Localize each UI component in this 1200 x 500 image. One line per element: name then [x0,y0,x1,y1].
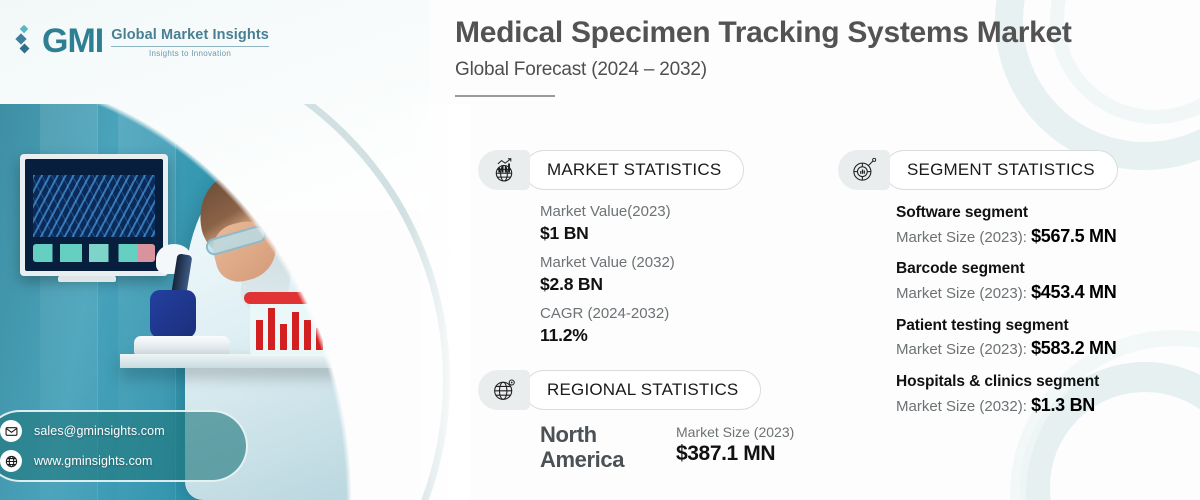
logo-tagline: Insights to Innovation [148,49,232,58]
segment-market-size-label: Market Size (2023): [896,228,1032,246]
segment-item-hospitals-clinics: Hospitals & clinics segment Market Size … [896,371,1118,417]
segment-metric: Market Size (2023): $583.2 MN [896,336,1118,361]
cagr-label: CAGR (2024-2032) [540,304,670,322]
logo-divider [111,46,269,47]
segment-statistics-section: SEGMENT STATISTICS Software segment Mark… [838,150,1118,427]
header: Medical Specimen Tracking Systems Market… [455,16,1095,98]
market-statistics-label: MARKET STATISTICS [524,150,745,190]
segment-metric: Market Size (2032): $1.3 BN [896,393,1118,418]
diamond-cluster-icon [15,24,34,56]
region-metric: Market Size (2023) $387.1 MN [676,423,794,466]
contact-website-row[interactable]: www.gminsights.com [0,450,236,472]
regional-statistics-body: North America Market Size (2023) $387.1 … [540,422,794,472]
regional-statistics-section: REGIONAL STATISTICS North America Market… [478,370,794,472]
globe-pin-icon [478,370,530,410]
segment-statistics-header: SEGMENT STATISTICS [838,150,1118,190]
contact-pill: sales@gminsights.com www.gminsights.com [0,410,248,482]
segment-market-size-label: Market Size (2023): [896,284,1032,302]
globe-bar-chart-icon [478,150,530,190]
contact-website: www.gminsights.com [34,454,153,468]
region-market-size-label: Market Size (2023) [676,424,795,440]
segment-name: Patient testing segment [896,316,1069,334]
gmi-logo[interactable]: GMI Global Market Insights Insights to I… [15,22,269,60]
segment-metric: Market Size (2023): $453.4 MN [896,280,1118,305]
logo-mark: GMI [42,22,104,60]
segment-market-size-label: Market Size (2032): [896,397,1032,415]
region-market-size-value: $387.1 MN [676,442,776,466]
page-title: Medical Specimen Tracking Systems Market [455,16,1072,49]
donut-chart-arrow-icon [838,150,890,190]
segment-market-size-value: $1.3 BN [1031,394,1095,415]
contact-email: sales@gminsights.com [34,424,165,438]
market-value-2032-label: Market Value (2032) [540,253,675,271]
market-statistics-header: MARKET STATISTICS [478,150,745,190]
market-value-2023-label: Market Value(2023) [540,203,671,220]
segment-market-size-label: Market Size (2023): [896,341,1032,359]
segment-item-patient-testing: Patient testing segment Market Size (202… [896,315,1118,361]
market-statistics-body: Market Value(2023) $1 BN Market Value (2… [540,202,744,348]
logo-company-name: Global Market Insights [111,27,269,43]
cagr-value: 11.2% [540,325,588,345]
lab-photo: sales@gminsights.com www.gminsights.com [0,104,470,500]
market-value-2023-value: $1 BN [540,223,589,244]
segment-statistics-body: Software segment Market Size (2023): $56… [896,202,1118,417]
logo-wordmark: Global Market Insights Insights to Innov… [111,24,269,58]
segment-name: Barcode segment [896,260,1025,278]
segment-metric: Market Size (2023): $567.5 MN [896,224,1118,249]
header-divider [455,95,555,98]
market-value-2032-value: $2.8 BN [540,274,603,295]
segment-market-size-value: $567.5 MN [1031,225,1117,246]
segment-statistics-label: SEGMENT STATISTICS [884,150,1118,190]
envelope-icon [0,420,22,442]
segment-name: Hospitals & clinics segment [896,372,1100,390]
contact-email-row[interactable]: sales@gminsights.com [0,420,236,442]
market-statistics-section: MARKET STATISTICS Market Value(2023) $1 … [478,150,745,355]
globe-icon [0,450,22,472]
segment-market-size-value: $453.4 MN [1031,281,1117,302]
segment-market-size-value: $583.2 MN [1031,338,1117,359]
region-name: North America [540,422,625,472]
regional-statistics-header: REGIONAL STATISTICS [478,370,794,410]
regional-statistics-label: REGIONAL STATISTICS [524,370,762,410]
photo-edge-fade [406,104,470,500]
segment-name: Software segment [896,204,1028,221]
page-subtitle: Global Forecast (2024 – 2032) [455,59,707,81]
segment-item-software: Software segment Market Size (2023): $56… [896,202,1118,248]
segment-item-barcode: Barcode segment Market Size (2023): $453… [896,258,1118,304]
